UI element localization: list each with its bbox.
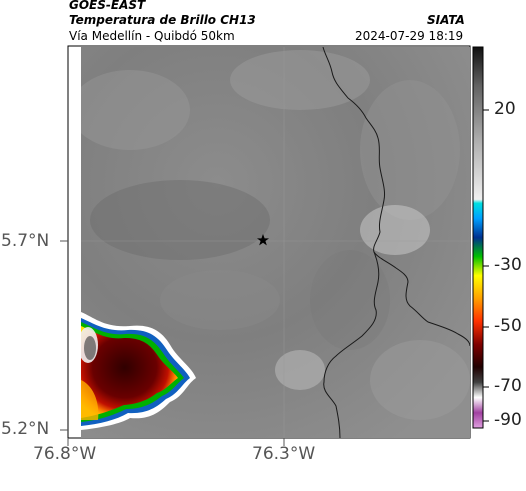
colorbar-tick-label: -90 (494, 410, 522, 430)
border-line-east (322, 47, 470, 347)
colorbar-tick-label: -30 (494, 255, 522, 275)
lon-tick-label: 76.8°W (33, 444, 97, 464)
lat-tick-label: 5.2°N (1, 419, 50, 439)
product-title: Temperatura de Brillo CH13 (69, 13, 256, 27)
star-icon (257, 234, 269, 246)
colorbar (472, 46, 484, 429)
datetime-label: 2024-07-29 18:19 (355, 29, 464, 43)
satellite-name: GOES-EAST (69, 0, 146, 12)
source-label: SIATA (427, 13, 465, 27)
route-subtitle: Vía Medellín - Quibdó 50km (69, 29, 235, 43)
storm-core (81, 326, 178, 418)
lon-tick-label: 76.3°W (252, 444, 316, 464)
lat-tick-label: 5.7°N (1, 231, 50, 251)
colorbar-tick-label: 20 (494, 99, 516, 119)
colorbar-tick-label: -70 (494, 376, 522, 396)
colorbar-tick-label: -50 (494, 316, 522, 336)
border-line-south (323, 251, 380, 438)
